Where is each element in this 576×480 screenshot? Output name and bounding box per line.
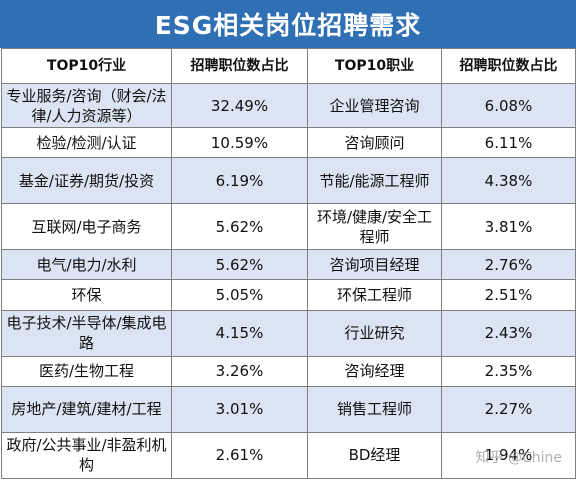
industry-pct-cell: 3.01% bbox=[171, 385, 308, 433]
industry-pct-cell: 5.05% bbox=[171, 279, 308, 311]
table-title-banner: ESG相关岗位招聘需求 bbox=[0, 0, 576, 48]
watermark: 知乎 @Chine bbox=[476, 447, 562, 467]
watermark-text: 知乎 @Chine bbox=[475, 450, 562, 466]
table-row: 专业服务/咨询（财会/法律/人力资源等） 32.49% 企业管理咨询 6.08% bbox=[1, 82, 576, 129]
table-row: 互联网/电子商务 5.62% 环境/健康/安全工程师 3.81% bbox=[1, 203, 576, 251]
industry-pct-cell: 10.59% bbox=[171, 127, 308, 159]
industry-pct-cell: 6.19% bbox=[171, 157, 308, 205]
job-cell: 环保工程师 bbox=[307, 279, 442, 311]
industry-pct-cell: 5.62% bbox=[171, 203, 308, 251]
table-row: 电子技术/半导体/集成电路 4.15% 行业研究 2.43% bbox=[1, 309, 576, 357]
industry-pct-cell: 5.62% bbox=[171, 249, 308, 281]
industry-cell: 专业服务/咨询（财会/法律/人力资源等） bbox=[1, 82, 172, 129]
industry-cell: 基金/证券/期货/投资 bbox=[1, 157, 172, 205]
industry-cell: 互联网/电子商务 bbox=[1, 203, 172, 251]
job-pct-cell: 2.76% bbox=[441, 249, 576, 281]
header-row: TOP10行业 招聘职位数占比 TOP10职业 招聘职位数占比 bbox=[1, 48, 576, 84]
job-pct-cell: 6.08% bbox=[441, 82, 576, 129]
job-cell: 企业管理咨询 bbox=[307, 82, 442, 129]
job-pct-cell: 3.81% bbox=[441, 203, 576, 251]
job-cell: 销售工程师 bbox=[307, 385, 442, 433]
industry-cell: 房地产/建筑/建材/工程 bbox=[1, 385, 172, 433]
industry-pct-cell: 2.61% bbox=[171, 431, 308, 480]
job-cell: 环境/健康/安全工程师 bbox=[307, 203, 442, 251]
job-pct-cell: 6.11% bbox=[441, 127, 576, 159]
table-row: 房地产/建筑/建材/工程 3.01% 销售工程师 2.27% bbox=[1, 385, 576, 433]
table-title: ESG相关岗位招聘需求 bbox=[154, 11, 422, 40]
industry-cell: 检验/检测/认证 bbox=[1, 127, 172, 159]
header-job-pct: 招聘职位数占比 bbox=[441, 48, 576, 84]
job-cell: 咨询经理 bbox=[307, 355, 442, 387]
header-job: TOP10职业 bbox=[307, 48, 442, 84]
job-cell: 咨询项目经理 bbox=[307, 249, 442, 281]
industry-cell: 电气/电力/水利 bbox=[1, 249, 172, 281]
job-cell: 节能/能源工程师 bbox=[307, 157, 442, 205]
job-cell: 行业研究 bbox=[307, 309, 442, 357]
job-pct-cell: 2.27% bbox=[441, 385, 576, 433]
table-row: 电气/电力/水利 5.62% 咨询项目经理 2.76% bbox=[1, 249, 576, 281]
table-row: 检验/检测/认证 10.59% 咨询顾问 6.11% bbox=[1, 127, 576, 159]
table-row: 政府/公共事业/非盈利机构 2.61% BD经理 1.94% bbox=[1, 431, 576, 480]
job-pct-cell: 1.94% bbox=[441, 431, 576, 480]
recruitment-table: TOP10行业 招聘职位数占比 TOP10职业 招聘职位数占比 专业服务/咨询（… bbox=[1, 48, 576, 480]
industry-pct-cell: 32.49% bbox=[171, 82, 308, 129]
table-row: 环保 5.05% 环保工程师 2.51% bbox=[1, 279, 576, 311]
job-cell: BD经理 bbox=[307, 431, 442, 480]
header-industry: TOP10行业 bbox=[1, 48, 172, 84]
job-pct-cell: 2.43% bbox=[441, 309, 576, 357]
header-industry-pct: 招聘职位数占比 bbox=[171, 48, 308, 84]
table-row: 基金/证券/期货/投资 6.19% 节能/能源工程师 4.38% bbox=[1, 157, 576, 205]
job-pct-cell: 4.38% bbox=[441, 157, 576, 205]
industry-pct-cell: 3.26% bbox=[171, 355, 308, 387]
job-pct-cell: 2.51% bbox=[441, 279, 576, 311]
table-row: 医药/生物工程 3.26% 咨询经理 2.35% bbox=[1, 355, 576, 387]
industry-cell: 电子技术/半导体/集成电路 bbox=[1, 309, 172, 357]
industry-cell: 环保 bbox=[1, 279, 172, 311]
industry-pct-cell: 4.15% bbox=[171, 309, 308, 357]
industry-cell: 政府/公共事业/非盈利机构 bbox=[1, 431, 172, 480]
job-cell: 咨询顾问 bbox=[307, 127, 442, 159]
job-pct-cell: 2.35% bbox=[441, 355, 576, 387]
industry-cell: 医药/生物工程 bbox=[1, 355, 172, 387]
